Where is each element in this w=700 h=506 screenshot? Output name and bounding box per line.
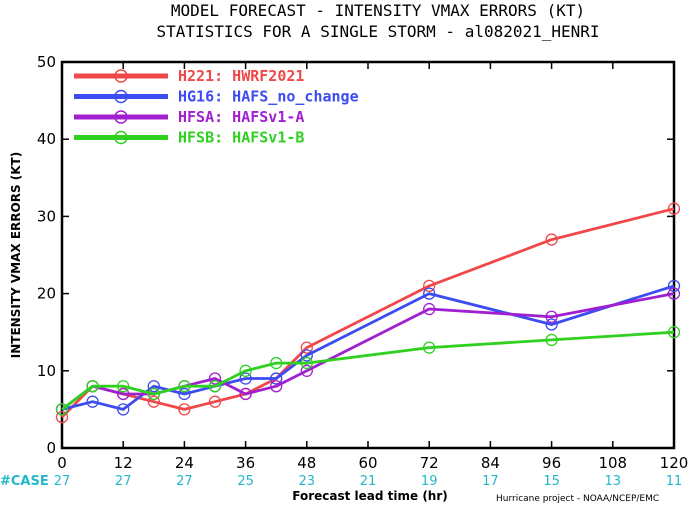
data-point [423,302,436,316]
x-tick-label: 84 [481,454,500,472]
case-count: 17 [482,474,499,489]
data-point [117,403,130,416]
plot-border [60,60,676,450]
legend-entry-1: H221: HWRF2021 [74,67,304,85]
legend-label: HFSA: HAFSv1-A [178,108,304,126]
series-layer [55,202,681,424]
y-tick-label: 0 [46,439,56,457]
legend: H221: HWRF2021 HG16: HAFS_no_change HFSA: … [74,67,359,147]
legend-label: HG16: HAFS_no_change [178,88,359,106]
x-tick-label: 108 [598,454,627,472]
data-point [423,341,436,354]
data-point [667,202,681,215]
data-point [423,279,436,293]
x-tick-label: 96 [542,454,561,472]
case-label: #CASE [0,474,49,489]
x-tick-label: 120 [660,454,689,472]
plot-frame [60,60,676,450]
x-tick-label: 36 [236,454,255,472]
y-tick-label: 50 [37,53,56,71]
x-tick-label: 72 [420,454,439,472]
data-point [117,387,130,401]
legend-marker [114,69,128,83]
legend-label: HFSB: HAFSv1-B [178,129,304,147]
case-count-row: #CASE 27 27 27 25 23 21 19 17 15 13 11 [0,474,682,489]
legend-marker [114,89,128,104]
data-point [147,387,160,401]
case-count: 11 [666,474,683,489]
data-point [86,380,99,393]
data-point [423,287,436,300]
data-point [270,356,283,370]
case-count: 27 [176,474,193,489]
data-point [117,380,130,393]
x-tick-label: 12 [114,454,133,472]
y-tick-label: 30 [37,207,56,225]
chart-title-line-2: STATISTICS FOR A SINGLE STORM - al082021… [156,22,599,41]
case-count: 25 [237,474,254,489]
series-4 [55,326,681,416]
data-point [55,410,69,424]
data-point [667,326,681,339]
data-point [178,403,191,416]
data-point [667,287,681,300]
x-tick-label: 48 [297,454,316,472]
x-tick-label: 0 [57,454,67,472]
y-tick-label: 10 [37,362,56,380]
series-line [61,330,675,411]
data-point [86,395,99,408]
data-point [545,318,558,331]
case-count: 19 [421,474,438,489]
data-point [545,333,558,347]
data-point [270,372,283,385]
x-axis-title: Forecast lead time (hr) [292,489,448,503]
case-count: 15 [543,474,560,489]
data-point [300,341,313,354]
data-point [208,395,222,408]
y-tick-label: 40 [37,130,56,148]
x-tick-label: 24 [175,454,194,472]
x-tick-label: 60 [358,454,377,472]
data-point [178,387,191,401]
data-point [667,279,681,293]
case-count: 27 [54,474,71,489]
data-point [147,380,160,393]
data-point [545,310,558,323]
data-point [208,372,222,385]
case-count: 21 [360,474,377,489]
data-point [208,380,222,393]
data-point [300,356,313,370]
data-point [545,233,558,246]
y-axis-title: INTENSITY VMAX ERRORS (KT) [9,152,23,358]
data-point [270,380,283,393]
data-point [147,395,160,408]
series-2 [55,279,681,416]
legend-label: H221: HWRF2021 [178,67,304,85]
case-count: 23 [299,474,316,489]
case-count: 27 [115,474,132,489]
legend-marker [114,130,128,145]
series-3 [55,287,681,416]
legend-marker [114,110,128,124]
legend-entry-2: HG16: HAFS_no_change [74,88,359,106]
legend-entry-4: HFSB: HAFSv1-B [74,129,304,147]
series-line [61,284,675,411]
data-point [239,387,252,401]
chart-title: MODEL FORECAST - INTENSITY VMAX ERRORS (… [156,1,599,41]
case-count: 13 [605,474,622,489]
credit-text: Hurricane project - NOAA/NCEP/EMC [496,494,659,504]
data-point [300,349,313,362]
y-tick-label: 20 [37,285,56,303]
data-point [239,364,252,377]
chart-title-line-1: MODEL FORECAST - INTENSITY VMAX ERRORS (… [171,1,585,20]
data-point [55,403,69,416]
data-point [300,364,313,377]
axis-ticks: 0 10 20 30 40 50 0 12 24 36 48 60 72 84 96 108 120 [37,53,688,472]
data-point [178,380,191,393]
legend-entry-3: HFSA: HAFSv1-A [74,108,304,126]
data-point [239,372,252,385]
